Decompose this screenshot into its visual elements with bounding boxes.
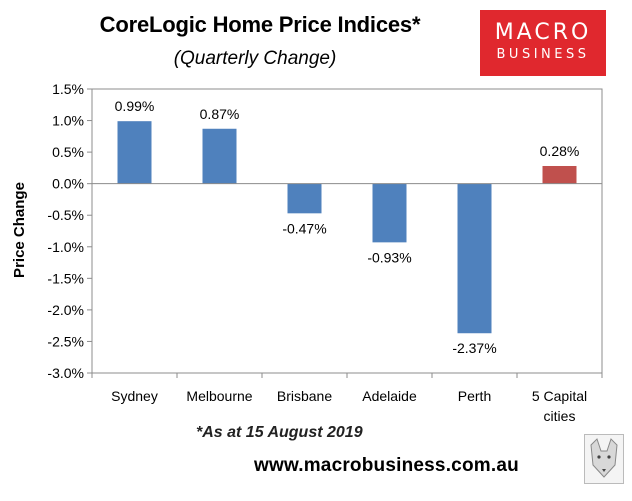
bar xyxy=(202,128,237,184)
data-label: 0.87% xyxy=(200,106,240,122)
chart-title: CoreLogic Home Price Indices* xyxy=(99,12,421,37)
data-label: 0.99% xyxy=(115,98,155,114)
x-tick-label: Melbourne xyxy=(186,388,252,404)
x-tick-label: Perth xyxy=(458,388,491,404)
y-tick-label: -1.5% xyxy=(47,270,84,286)
logo-line-1: MACRO xyxy=(494,20,592,45)
logo-line-2: BUSINESS xyxy=(496,47,590,62)
bar xyxy=(372,183,407,243)
y-tick-label: 0.0% xyxy=(52,176,84,192)
y-tick-label: -3.0% xyxy=(47,365,84,381)
website-url[interactable]: www.macrobusiness.com.au xyxy=(254,455,519,476)
x-tick-label: Sydney xyxy=(111,388,158,404)
data-labels: 0.99% 0.87% -0.47% -0.93% -2.37% 0.28% xyxy=(115,98,580,356)
chart-subtitle: (Quarterly Change) xyxy=(173,48,337,69)
fox-mascot-image xyxy=(584,434,624,484)
y-axis: 1.5% 1.0% 0.5% 0.0% -0.5% -1.0% -1.5% -2.0% -2.5… xyxy=(47,81,93,381)
footnote: *As at 15 August 2019 xyxy=(196,424,363,441)
data-label: -0.93% xyxy=(367,249,411,265)
data-label: 0.28% xyxy=(540,143,580,159)
bars xyxy=(117,121,577,334)
y-tick-label: -2.5% xyxy=(47,333,84,349)
plot-area xyxy=(91,88,603,374)
data-label: -0.47% xyxy=(282,220,326,236)
bar xyxy=(117,121,152,184)
x-tick-label: 5 Capital xyxy=(532,388,587,404)
y-axis-title: Price Change xyxy=(11,182,28,278)
y-tick-label: -1.0% xyxy=(47,239,84,255)
y-tick-label: -0.5% xyxy=(47,207,84,223)
bar xyxy=(287,183,322,214)
x-tick-label: Adelaide xyxy=(362,388,417,404)
y-tick-label: 0.5% xyxy=(52,144,84,160)
bar xyxy=(457,183,492,334)
x-tick-label: Brisbane xyxy=(277,388,332,404)
data-label: -2.37% xyxy=(452,340,496,356)
y-tick-label: 1.5% xyxy=(52,81,84,97)
bar xyxy=(542,165,577,184)
x-axis: Sydney Melbourne Brisbane Adelaide Perth 5 Ca… xyxy=(91,183,603,424)
macro-business-logo: MACRO BUSINESS xyxy=(480,10,606,76)
plot-border xyxy=(91,88,603,374)
x-tick-label: cities xyxy=(544,408,576,424)
y-tick-label: -2.0% xyxy=(47,302,84,318)
y-tick-label: 1.0% xyxy=(52,113,84,129)
